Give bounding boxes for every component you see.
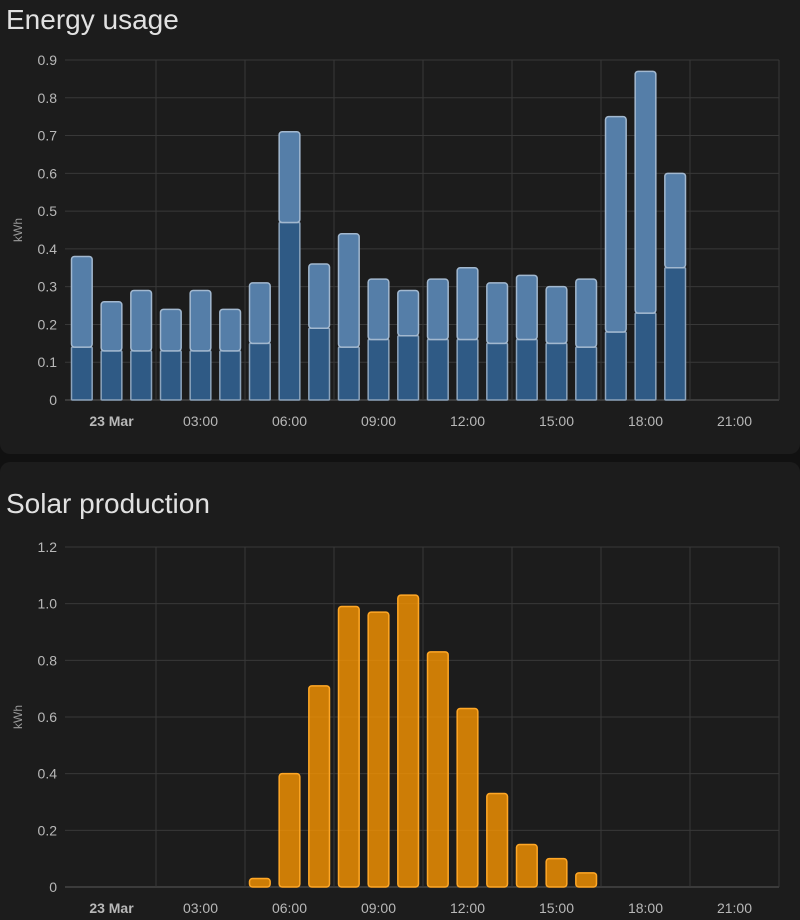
energy-bar-1000-s0[interactable]: [367, 338, 390, 401]
solar-bar-1400[interactable]: [486, 792, 509, 888]
energy-bar-0300-s0[interactable]: [159, 350, 182, 401]
solar-y-tick-label: 1.0: [38, 596, 58, 612]
energy-bar-1500-s1[interactable]: [515, 274, 538, 341]
energy-bar-0700-s0[interactable]: [278, 221, 301, 401]
energy-x-tick-label: 23 Mar: [89, 413, 134, 429]
energy-bar-1400-s0[interactable]: [486, 342, 509, 401]
energy-bar-1700-s1[interactable]: [575, 278, 598, 348]
solar-bar-0700[interactable]: [278, 772, 301, 888]
energy-bar-0500-s0[interactable]: [219, 350, 242, 401]
energy-bar-1700-s0[interactable]: [575, 346, 598, 401]
energy-bar-1300-s0[interactable]: [456, 338, 479, 401]
solar-y-tick-label: 0.8: [38, 652, 58, 668]
solar-production-card: Solar production kWh 0 0.2 0.4 0.6 0.8 1.0 1.2…: [0, 462, 800, 920]
solar-bar-0800[interactable]: [308, 685, 331, 888]
solar-y-tick-label: 0.2: [38, 822, 58, 838]
energy-x-tick-label: 21:00: [717, 413, 752, 429]
solar-x-tick-label: 21:00: [717, 900, 752, 916]
energy-bar-0300-s1[interactable]: [159, 308, 182, 352]
energy-bar-1300-s1[interactable]: [456, 267, 479, 341]
energy-y-tick-label: 0: [49, 392, 57, 408]
energy-bar-2000-s0[interactable]: [664, 267, 687, 401]
energy-x-tick-label: 06:00: [272, 413, 307, 429]
solar-x-tick-label: 09:00: [361, 900, 396, 916]
energy-y-tick-label: 0.1: [38, 354, 58, 370]
solar-y-tick-label: 1.2: [38, 539, 58, 555]
energy-bar-0100-s1[interactable]: [100, 301, 123, 352]
energy-y-tick-label: 0.5: [38, 203, 58, 219]
energy-y-tick-label: 0.9: [38, 52, 58, 68]
energy-bar-0800-s0[interactable]: [308, 327, 331, 401]
solar-production-title: Solar production: [6, 488, 210, 519]
energy-bar-0600-s0[interactable]: [248, 342, 271, 401]
energy-bar-1400-s1[interactable]: [486, 282, 509, 345]
solar-bar-1300[interactable]: [456, 707, 479, 888]
solar-bar-1500[interactable]: [515, 843, 538, 888]
energy-bar-0600-s1[interactable]: [248, 282, 271, 345]
energy-bar-2000-s1[interactable]: [664, 172, 687, 269]
solar-x-tick-label: 18:00: [628, 900, 663, 916]
energy-bar-0900-s0[interactable]: [337, 346, 360, 401]
energy-bar-1100-s0[interactable]: [397, 335, 420, 401]
energy-y-tick-label: 0.8: [38, 90, 58, 106]
energy-bar-0200-s0[interactable]: [130, 350, 153, 401]
solar-bar-1700[interactable]: [575, 872, 598, 888]
solar-y-tick-label: 0.6: [38, 709, 58, 725]
energy-y-axis-label: kWh: [11, 218, 25, 242]
energy-usage-title: Energy usage: [6, 4, 179, 35]
solar-x-tick-label: 06:00: [272, 900, 307, 916]
solar-y-axis-label: kWh: [11, 705, 25, 729]
energy-usage-card: Energy usage kWh 0 0.1 0.2 0.3 0.4 0.5 0.6 0.7 0…: [0, 0, 800, 454]
energy-bar-1900-s1[interactable]: [634, 70, 657, 314]
energy-bar-1200-s1[interactable]: [426, 278, 449, 341]
energy-bar-0400-s1[interactable]: [189, 289, 212, 352]
solar-production-chart: kWh 0 0.2 0.4 0.6 0.8 1.0 1.2 23 Mar 03:00 06:00 0…: [11, 539, 780, 916]
energy-bar-0800-s1[interactable]: [308, 263, 331, 329]
energy-bar-0100-s0[interactable]: [100, 350, 123, 401]
energy-bar-1500-s0[interactable]: [515, 338, 538, 401]
solar-y-tick-label: 0.4: [38, 766, 58, 782]
solar-x-tick-label: 23 Mar: [89, 900, 134, 916]
energy-bar-1800-s0[interactable]: [604, 331, 627, 401]
energy-bar-1100-s1[interactable]: [397, 289, 420, 337]
energy-bar-0500-s1[interactable]: [219, 308, 242, 352]
solar-bar-1600[interactable]: [545, 857, 568, 888]
energy-x-tick-label: 12:00: [450, 413, 485, 429]
solar-bar-1200[interactable]: [426, 651, 449, 888]
energy-bar-0400-s0[interactable]: [189, 350, 212, 401]
solar-y-tick-label: 0: [49, 879, 57, 895]
solar-x-tick-label: 12:00: [450, 900, 485, 916]
energy-gridlines: [65, 59, 780, 401]
energy-y-tick-label: 0.3: [38, 279, 58, 295]
solar-x-tick-label: 03:00: [183, 900, 218, 916]
energy-bar-0000-s1[interactable]: [70, 255, 93, 348]
energy-usage-chart: kWh 0 0.1 0.2 0.3 0.4 0.5 0.6 0.7 0.8 0.9 23 Mar 03…: [11, 52, 780, 429]
energy-y-tick-label: 0.2: [38, 316, 58, 332]
energy-x-tick-label: 15:00: [539, 413, 574, 429]
solar-gridlines: [65, 546, 780, 888]
energy-bar-1600-s1[interactable]: [545, 285, 568, 345]
energy-y-tick-label: 0.7: [38, 128, 58, 144]
solar-bar-1100[interactable]: [397, 594, 420, 888]
solar-x-tick-label: 15:00: [539, 900, 574, 916]
energy-bar-1900-s0[interactable]: [634, 312, 657, 401]
energy-bar-0200-s1[interactable]: [130, 289, 153, 352]
energy-x-tick-label: 18:00: [628, 413, 663, 429]
energy-y-tick-label: 0.4: [38, 241, 58, 257]
energy-x-tick-label: 09:00: [361, 413, 396, 429]
solar-bar-0600[interactable]: [248, 877, 271, 888]
energy-bar-0000-s0[interactable]: [70, 346, 93, 401]
energy-bar-1200-s0[interactable]: [426, 338, 449, 401]
energy-bar-1600-s0[interactable]: [545, 342, 568, 401]
energy-bars: [70, 70, 687, 401]
energy-x-tick-label: 03:00: [183, 413, 218, 429]
solar-bar-0900[interactable]: [337, 605, 360, 888]
energy-bar-1800-s1[interactable]: [604, 115, 627, 333]
energy-bar-1000-s1[interactable]: [367, 278, 390, 341]
solar-bars: [248, 594, 598, 888]
energy-y-tick-label: 0.6: [38, 165, 58, 181]
solar-bar-1000[interactable]: [367, 611, 390, 888]
energy-bar-0900-s1[interactable]: [337, 233, 360, 348]
energy-bar-0700-s1[interactable]: [278, 131, 301, 224]
